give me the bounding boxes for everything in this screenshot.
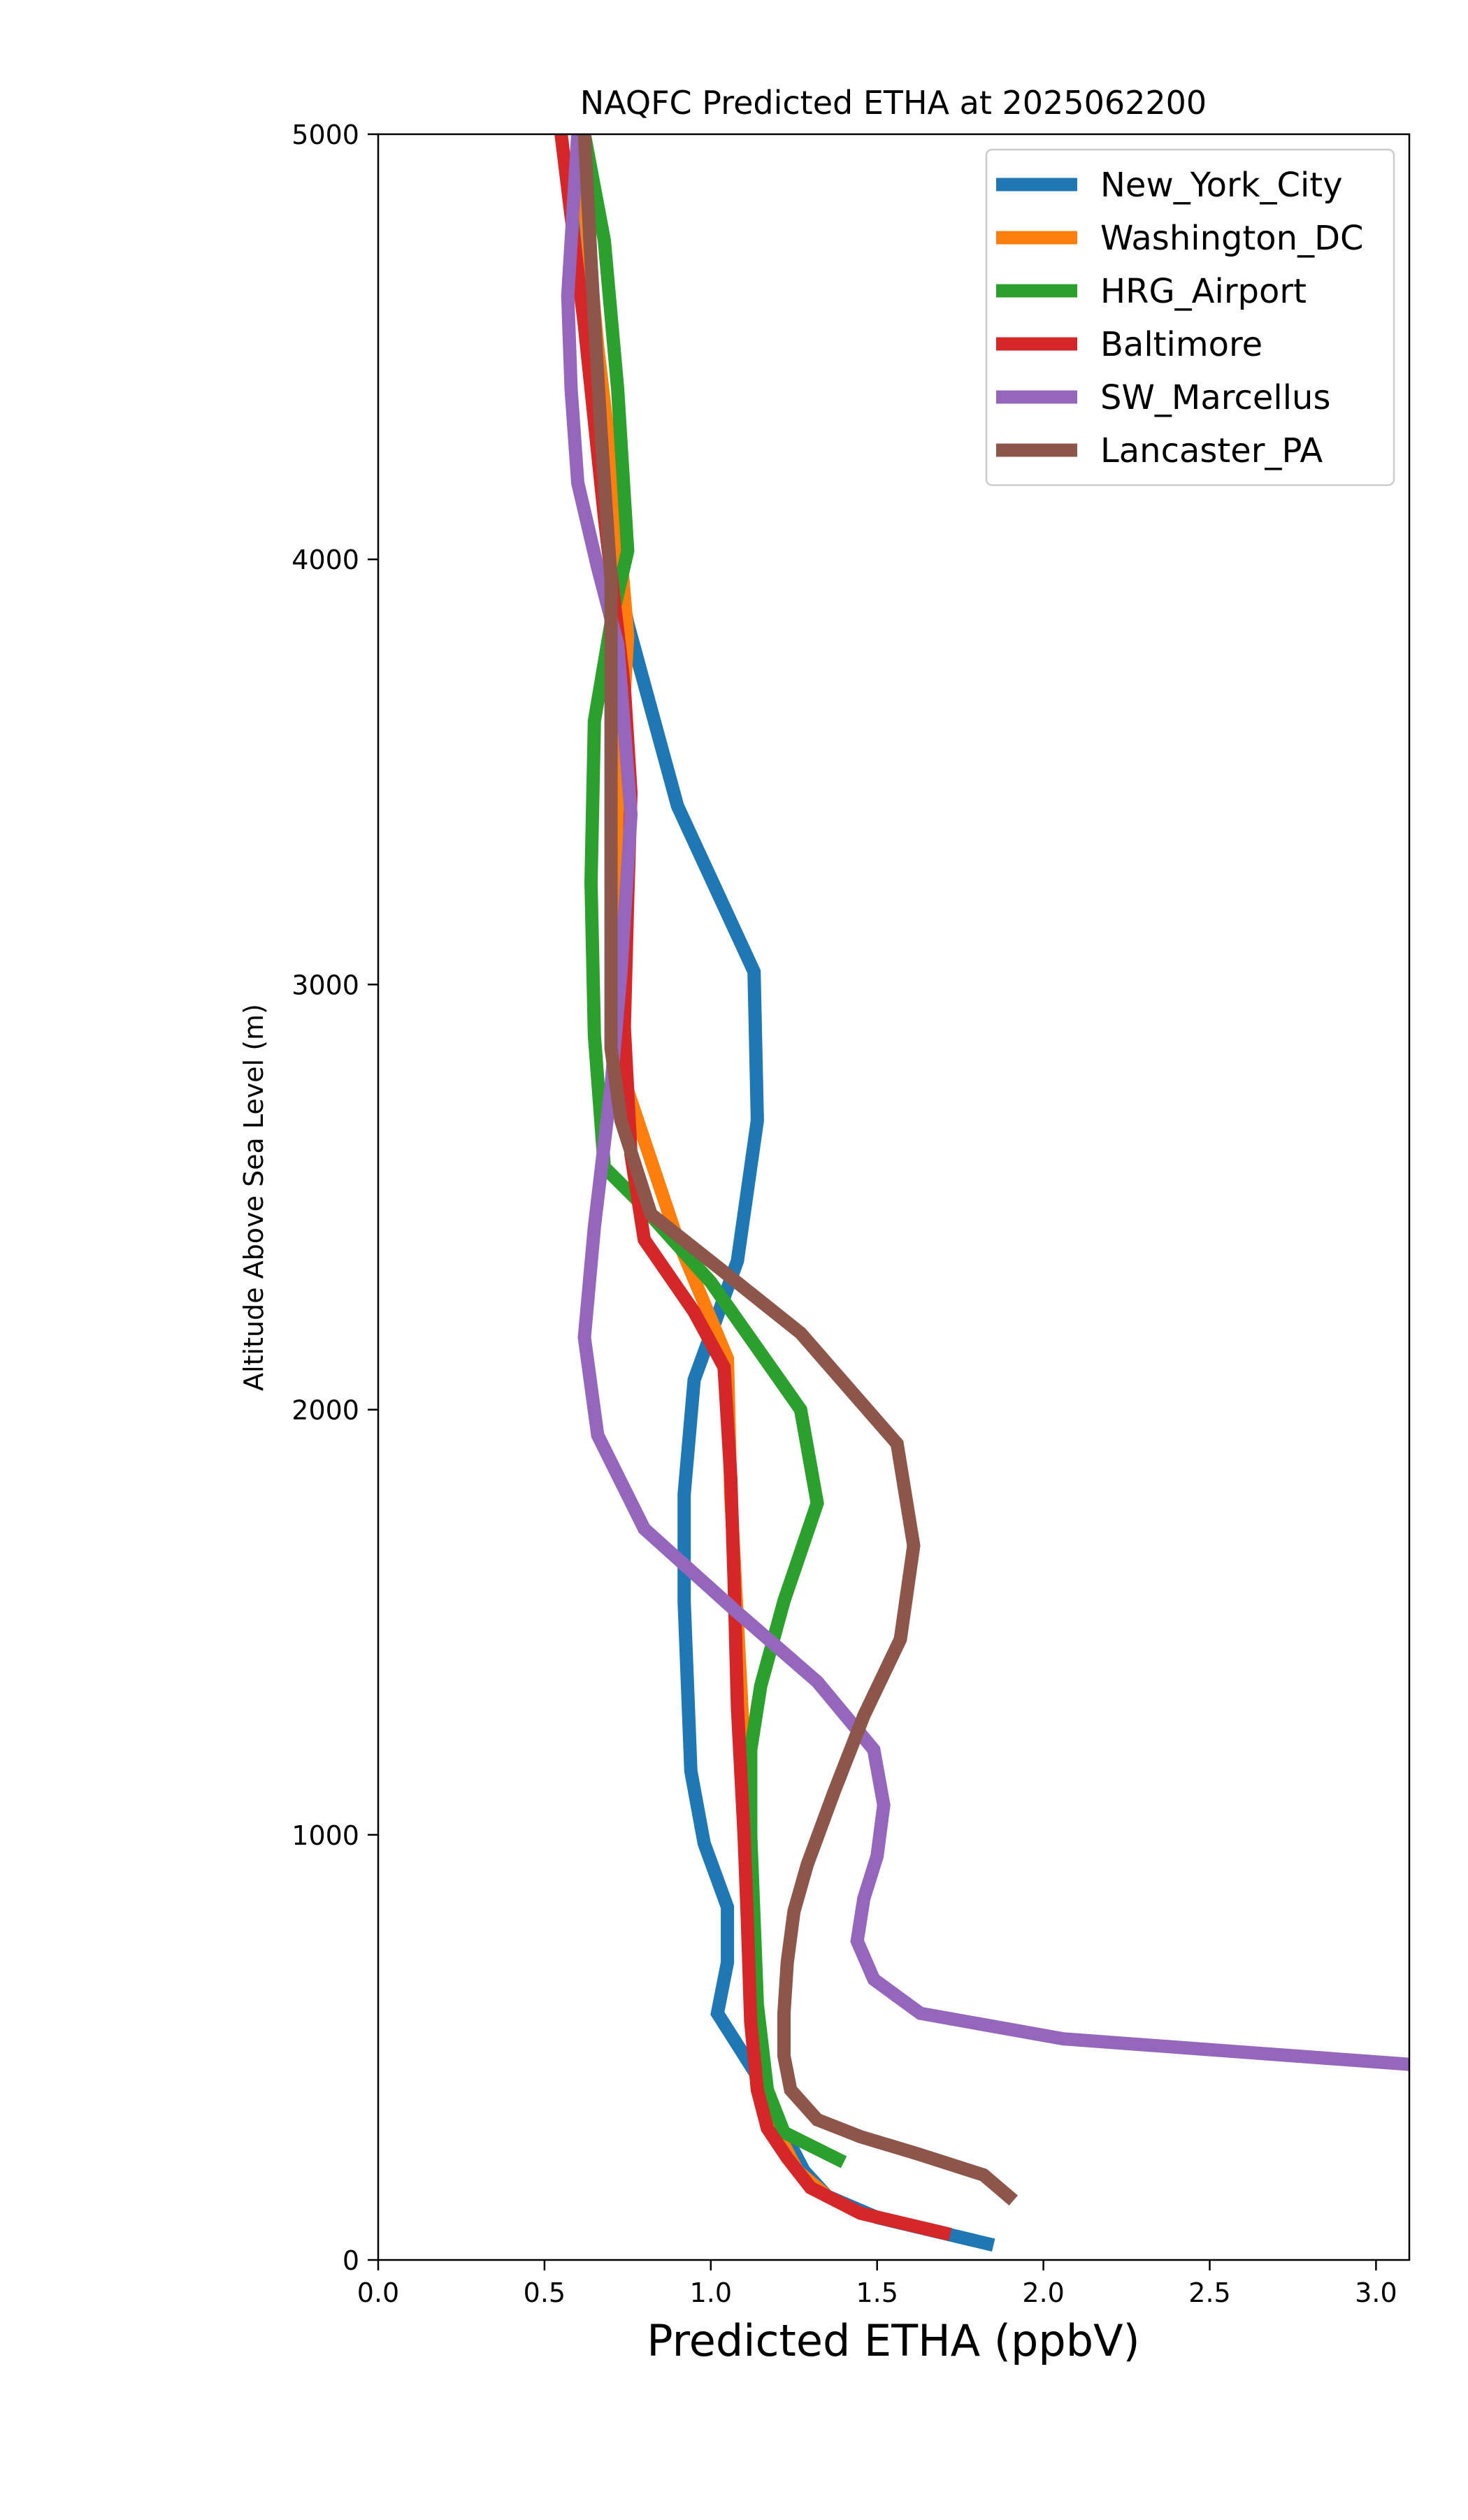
- x-axis: 0.0 0.5 1.0 1.5 2.0 2.5 3.0: [357, 2260, 1397, 2308]
- legend-label-hrg-airport: HRG_Airport: [1100, 272, 1307, 311]
- x-tick-label: 0.0: [357, 2277, 399, 2308]
- legend-label-washington-dc: Washington_DC: [1100, 219, 1364, 258]
- x-tick-label: 1.5: [856, 2277, 898, 2308]
- y-axis: 0 1000 2000 3000 4000 5000: [292, 120, 378, 2276]
- legend-label-lancaster-pa: Lancaster_PA: [1100, 431, 1323, 470]
- legend: New_York_City Washington_DC HRG_Airport Bal…: [985, 148, 1395, 487]
- legend-label-new-york-city: New_York_City: [1100, 166, 1343, 205]
- y-tick-label: 5000: [292, 120, 359, 150]
- plot-frame: [377, 133, 1411, 2261]
- plot-area: [554, 134, 1409, 2252]
- y-tick-label: 0: [343, 2245, 359, 2276]
- y-tick-label: 2000: [292, 1395, 359, 1426]
- chart-title: NAQFC Predicted ETHA at 2025062200: [580, 84, 1207, 122]
- legend-box: [985, 148, 1395, 487]
- y-tick-label: 3000: [292, 970, 359, 1000]
- x-tick-label: 0.5: [524, 2277, 566, 2308]
- series-line-hrg-airport: [577, 134, 847, 2168]
- series-line-sw-marcellus: [561, 134, 1409, 2071]
- series-line-lancaster-pa: [577, 134, 1018, 2206]
- x-tick-label: 1.0: [690, 2277, 732, 2308]
- x-tick-label: 2.0: [1022, 2277, 1064, 2308]
- y-tick-label: 4000: [292, 545, 359, 575]
- legend-label-baltimore: Baltimore: [1100, 325, 1262, 364]
- legend-label-sw-marcellus: SW_Marcellus: [1100, 378, 1330, 417]
- x-tick-label: 2.5: [1188, 2277, 1230, 2308]
- y-tick-label: 1000: [292, 1820, 359, 1851]
- x-tick-label: 3.0: [1355, 2277, 1397, 2308]
- y-axis-label: Altitude Above Sea Level (m): [238, 1004, 269, 1391]
- x-axis-label: Predicted ETHA (ppbV): [647, 2315, 1139, 2366]
